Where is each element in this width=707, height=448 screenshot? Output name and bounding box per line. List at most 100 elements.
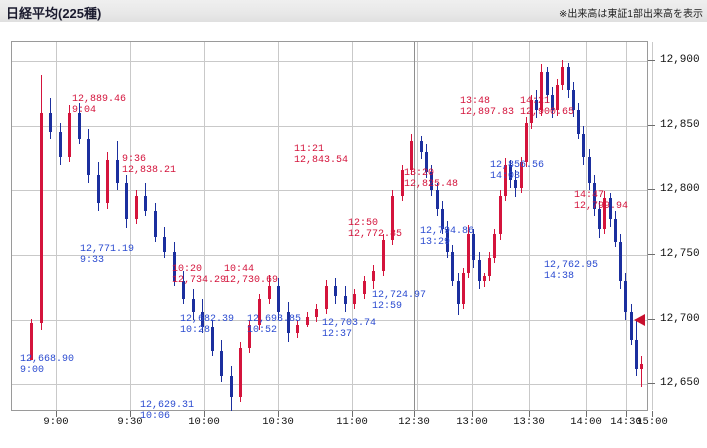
- x-axis-label: 9:00: [43, 416, 69, 428]
- low-price-annotation: 12,771.19 9:33: [80, 244, 134, 266]
- candle-body: [551, 94, 554, 111]
- gridline-vertical: [204, 42, 205, 410]
- candle-body: [420, 141, 423, 152]
- gridline-horizontal: [12, 125, 647, 127]
- candlestick-series: [12, 42, 649, 412]
- candle-body: [540, 71, 543, 111]
- low-price-annotation: 12,693.85 10:52: [247, 314, 301, 336]
- candle-body: [577, 110, 580, 134]
- x-axis-label: 9:30: [117, 416, 143, 428]
- high-price-annotation: 12:50 12,772.85: [348, 218, 402, 240]
- annotation-time: 10:20: [172, 264, 203, 275]
- annotation-price: 12,843.54: [294, 155, 349, 166]
- y-axis-tick: [648, 189, 655, 191]
- low-price-annotation: 12,724.97 12:59: [372, 290, 426, 312]
- candle-body: [106, 159, 109, 204]
- x-axis-label: 13:30: [513, 416, 545, 428]
- x-axis-tick: [586, 411, 587, 417]
- annotation-price: 12,703.74: [322, 318, 377, 329]
- x-axis-label: 15:00: [636, 416, 668, 428]
- x-axis-label: 10:00: [188, 416, 220, 428]
- y-axis-tick: [648, 60, 655, 62]
- gridline-vertical: [130, 42, 131, 410]
- candle-body: [306, 317, 309, 325]
- candle-body: [504, 164, 507, 196]
- candle-body: [520, 162, 523, 188]
- annotation-time: 10:52: [247, 325, 278, 336]
- candle-body: [315, 309, 318, 318]
- candle-body: [614, 218, 617, 243]
- candle-body: [582, 133, 585, 157]
- high-price-annotation: 13:48 12,897.83: [460, 96, 514, 118]
- candle-body: [493, 234, 496, 258]
- high-price-annotation: 11:21 12,843.54: [294, 144, 348, 166]
- candle-body: [144, 195, 147, 212]
- candle-body: [116, 159, 119, 183]
- annotation-price: 12,856.56: [490, 160, 545, 171]
- x-axis-label: 11:00: [336, 416, 368, 428]
- y-axis-label: 12,650: [660, 377, 700, 390]
- x-axis-tick: [414, 411, 415, 417]
- candle-body: [499, 195, 502, 235]
- candle-body: [561, 66, 564, 85]
- candle-body: [87, 138, 90, 175]
- x-axis-tick: [130, 411, 131, 417]
- low-price-annotation: 12,682.39 10:28: [180, 314, 234, 336]
- annotation-time: 10:06: [140, 411, 171, 422]
- annotation-time: 10:44: [224, 264, 255, 275]
- candle-body: [410, 141, 413, 170]
- high-price-annotation: 12,889.46 9:04: [72, 94, 126, 116]
- annotation-time: 12:59: [372, 301, 403, 312]
- candle-body: [239, 348, 242, 398]
- annotation-time: 9:00: [20, 365, 45, 376]
- candle-body: [230, 376, 233, 398]
- annotation-price: 12,693.85: [247, 314, 302, 325]
- x-axis-tick: [529, 411, 530, 417]
- candle-body: [258, 298, 261, 325]
- annotation-price: 12,772.85: [348, 229, 403, 240]
- x-axis-label: 14:00: [570, 416, 602, 428]
- candle-body: [609, 198, 612, 219]
- candle-body: [598, 208, 601, 230]
- y-axis-tick: [648, 124, 655, 126]
- x-axis-tick: [278, 411, 279, 417]
- volume-note: ※出来高は東証1部出来高を表示: [559, 9, 703, 20]
- gridline-vertical: [586, 42, 587, 410]
- annotation-price: 12,799.94: [574, 201, 629, 212]
- annotation-price: 12,730.69: [224, 275, 279, 286]
- annotation-price: 12,734.29: [172, 275, 227, 286]
- candle-body: [30, 322, 33, 360]
- candle-body: [624, 280, 627, 312]
- candle-body: [363, 280, 366, 294]
- gridline-vertical: [626, 42, 627, 410]
- x-axis-label: 14:30: [610, 416, 642, 428]
- x-axis-tick: [652, 411, 653, 417]
- gridline-vertical: [529, 42, 530, 410]
- annotation-time: 11:21: [294, 144, 325, 155]
- high-price-annotation: 13:20 12,825.48: [404, 168, 458, 190]
- candle-body: [49, 113, 52, 133]
- low-price-annotation: 12,668.90 9:00: [20, 354, 74, 376]
- y-axis-label: 12,800: [660, 183, 700, 196]
- gridline-horizontal: [12, 319, 647, 321]
- candle-body: [640, 363, 643, 369]
- annotation-price: 12,668.90: [20, 354, 75, 365]
- candle-body: [567, 66, 570, 90]
- annotation-time: 14:03: [490, 171, 521, 182]
- candle-body: [483, 275, 486, 281]
- page-title: 日経平均(225種): [6, 6, 102, 21]
- y-axis-tick: [648, 318, 655, 320]
- chart-header-bar: 日経平均(225種) ※出来高は東証1部出来高を表示: [0, 0, 707, 23]
- high-price-annotation: 9:36 12,838.21: [122, 154, 176, 176]
- x-axis-tick: [472, 411, 473, 417]
- candle-body: [530, 100, 533, 124]
- candle-body: [325, 286, 328, 310]
- candle-body: [467, 234, 470, 274]
- candle-body: [59, 132, 62, 157]
- candle-body: [182, 280, 185, 299]
- candle-body: [40, 113, 43, 323]
- annotation-time: 13:20: [404, 168, 435, 179]
- candle-body: [154, 211, 157, 237]
- gridline-horizontal: [12, 384, 647, 386]
- candle-body: [478, 260, 481, 281]
